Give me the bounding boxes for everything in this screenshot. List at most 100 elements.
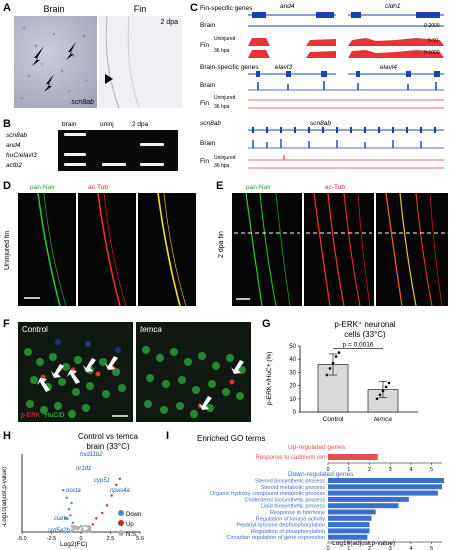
h-point-ns: [88, 529, 91, 532]
h-point-ns: [72, 529, 75, 532]
i-up-tick-label: 1: [347, 467, 350, 473]
gene-label-nr1d1: nr1d1: [76, 466, 92, 472]
panel-e-letter: E: [216, 180, 224, 192]
panel-b-row-labels: scn8ab and4 huC/elavl3 actb2: [6, 131, 58, 171]
panel-a-brain-image: scn8ab: [14, 16, 97, 108]
panel-c-track-fin-2: Fin: [200, 100, 210, 107]
i-down-tick-label: 5: [430, 546, 433, 550]
panel-d-image-red: [78, 193, 136, 306]
i-down-bar: [328, 528, 370, 534]
panel-e-label-red: ac-Tub: [325, 184, 345, 191]
h-point-ns: [86, 525, 89, 528]
panel-h-gene-labels: hsd11b2 nr1d1 cyp51 npas4a nocta ciarta …: [36, 452, 130, 540]
panel-c-brain-specific-label: Brain-specific genes: [200, 64, 259, 71]
i-down-bar: [328, 496, 409, 502]
panel-f-stain-legend: p-ERK HuC/D: [21, 412, 64, 419]
panel-a-brain-title: Brain: [43, 4, 65, 14]
panel-f-stain-green: HuC/D: [44, 412, 65, 419]
panel-a-arrowhead: [105, 74, 113, 84]
panel-h-title-line2: brain (33°C): [86, 442, 130, 451]
column-brain: brain: [62, 121, 77, 128]
gene-label-hsd11b2: hsd11b2: [80, 452, 103, 458]
panel-g-title: p-ERK⁺ neuronal cells (33°C): [300, 320, 430, 340]
h-point-ns: [80, 528, 83, 531]
panel-h-title-line1: Control vs temca: [77, 432, 139, 441]
i-down-category: Response to hormone: [270, 510, 325, 516]
gene-label-srd5a2b: srd5a2b: [48, 528, 70, 534]
panel-c-track-36hpa-1: 36 hpa: [214, 48, 230, 54]
panel-e-image-green: [232, 193, 302, 306]
panel-c-track-uninjured-3: Uninjured: [214, 155, 236, 161]
panel-h-volcano: -5.0 -2.5 0 2.5 5.0: [17, 454, 144, 542]
panel-a-dpa-label: 2 dpa: [160, 19, 178, 26]
panel-d-label-red: ac-Tub: [88, 184, 108, 191]
i-down-category: Regulation of kinase activity: [256, 516, 326, 522]
panel-d-letter: D: [3, 180, 11, 192]
i-down-bar: [328, 515, 372, 521]
i-down-tick-label: 0: [326, 546, 329, 550]
legend-down-dot: [118, 510, 124, 516]
g-point: [337, 351, 341, 354]
i-down-bar: [328, 484, 442, 490]
g-ytick-label: 40: [289, 357, 296, 363]
panel-h-xlabel: Log2(FC): [60, 541, 88, 548]
i-up-tick-label: 3: [389, 467, 392, 473]
column-uninj: uninj: [100, 121, 114, 128]
h-point-up: [118, 477, 122, 480]
i-down-bar: [328, 509, 376, 515]
panel-h-ylabel: -Log10(adjust.p-value): [2, 466, 8, 528]
panel-c-gene-scn8ab-left: scn8ab: [200, 120, 221, 127]
panel-e-image-red: [304, 193, 374, 306]
g-point: [325, 373, 329, 377]
panel-c-gene-scn8ab-center: scn8ab: [310, 120, 331, 127]
panel-a-gene-label: scn8ab: [71, 99, 94, 106]
panel-e-label-green: pan-Nav: [246, 184, 271, 191]
h-point-up: [110, 494, 113, 497]
g-ytick-label: 10: [289, 397, 296, 403]
panel-d-label-green: pan-Nav: [30, 184, 55, 191]
panel-f-temca-label: temca: [140, 325, 162, 334]
panel-a-fin-title: Fin: [133, 4, 147, 14]
panel-b-letter: B: [3, 118, 11, 130]
h-point-up: [101, 511, 104, 515]
i-down-tick-label: 3: [389, 546, 392, 550]
h-point-down: [68, 508, 71, 511]
panel-b-column-headers: brain uninj 2 dpa: [60, 121, 175, 130]
panel-g-title-line2: cells (33°C): [344, 330, 386, 339]
g-point: [331, 361, 335, 365]
panel-h-legend: Down Up N.S.: [118, 510, 141, 540]
h-point-down: [64, 517, 67, 520]
h-xtick-label: -5.0: [17, 536, 26, 542]
h-xtick-label: 0: [79, 536, 82, 542]
row-label-actb2: actb2: [6, 162, 22, 169]
panel-g-ylabel: p-ERK+/HuC+ (%): [266, 351, 273, 405]
h-point-ns: [79, 525, 82, 528]
h-point-ns: [78, 526, 81, 529]
h-point-up: [105, 504, 109, 507]
legend-up: Up: [118, 520, 141, 530]
i-up-tick-label: 2: [368, 467, 371, 473]
g-ytick-label: 20: [289, 384, 296, 390]
i-down-bar: [328, 503, 399, 509]
panel-b-gel: [58, 130, 178, 171]
panel-h-title: Control vs temca brain (33°C): [48, 432, 168, 452]
row-label-scn8ab: scn8ab: [6, 132, 27, 139]
legend-up-dot: [118, 520, 124, 526]
h-xtick-label: -2.5: [47, 536, 56, 542]
gene-label-ciarta: ciarta: [54, 516, 69, 522]
panel-c-track-brain-2: Brain: [200, 82, 216, 89]
panel-e-image-merge: [376, 193, 448, 306]
panel-d-image-merge: [138, 193, 196, 306]
column-2dpa: 2 dpa: [132, 121, 149, 128]
g-category-label: Control: [323, 416, 345, 423]
panel-h-letter: H: [3, 430, 11, 442]
i-down-category: Peptidyl-tyrosine dephosphorylation: [236, 523, 325, 529]
i-down-bar: [328, 534, 368, 540]
h-point-ns: [81, 529, 84, 532]
h-point-ns: [75, 525, 78, 528]
h-point-down: [71, 521, 74, 525]
legend-ns-dot: [118, 530, 124, 536]
i-down-category: Steroid biosynthetic process: [255, 479, 325, 485]
legend-down: Down: [118, 510, 141, 520]
panel-c-letter: C: [190, 2, 198, 14]
